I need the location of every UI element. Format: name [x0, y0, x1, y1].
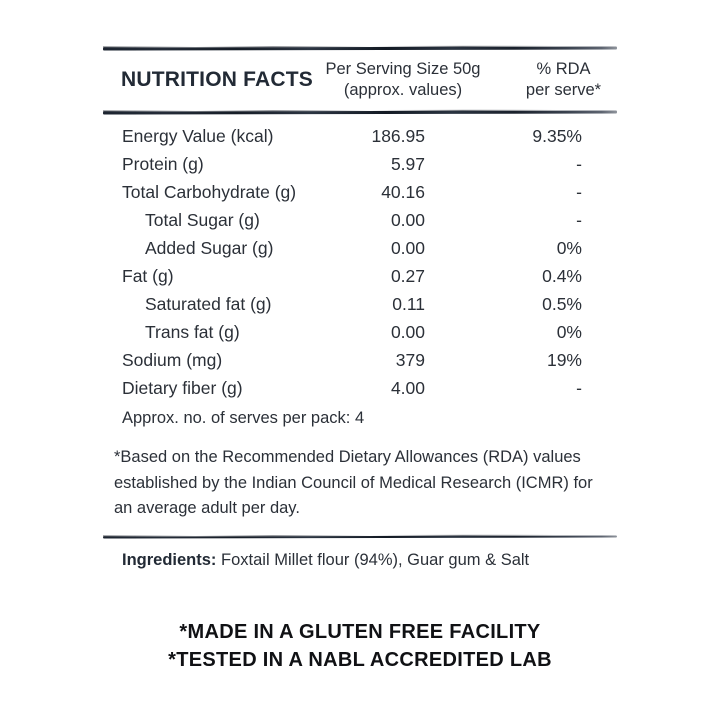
nutrient-label: Energy Value (kcal) — [122, 126, 274, 146]
nutrient-rda: 0% — [556, 238, 582, 258]
table-row: Total Carbohydrate (g) 40.16 - — [103, 178, 617, 206]
nutrient-value: 0.00 — [390, 322, 425, 342]
table-row: Saturated fat (g) 0.11 0.5% — [103, 290, 617, 318]
table-row: Added Sugar (g) 0.00 0% — [103, 234, 617, 262]
nutrient-value: 0.11 — [392, 294, 425, 314]
nutrient-rda: 0% — [556, 322, 582, 342]
nutrient-rda: - — [576, 378, 582, 398]
table-row: Energy Value (kcal) 186.95 9.35% — [103, 122, 617, 150]
nutrient-value: 0.27 — [390, 266, 425, 286]
nutrient-rda: - — [576, 210, 582, 230]
ingredients-line: Ingredients: Foxtail Millet flour (94%),… — [122, 548, 529, 572]
table-row: Trans fat (g) 0.00 0% — [103, 318, 617, 346]
page-title: NUTRITION FACTS — [121, 68, 313, 91]
rda-footnote: *Based on the Recommended Dietary Allowa… — [114, 448, 593, 517]
column-header-serving: Per Serving Size 50g (approx. values) — [303, 59, 503, 101]
nutrient-rda: 0.5% — [542, 294, 582, 314]
nutrient-label: Total Carbohydrate (g) — [122, 182, 297, 202]
nutrient-rda: - — [576, 182, 582, 202]
nutrient-label: Protein (g) — [122, 154, 204, 174]
column-header-rda-line1: % RDA — [536, 60, 591, 78]
claim-line: *TESTED IN A NABL ACCREDITED LAB — [168, 649, 552, 671]
nutrient-row-list: Energy Value (kcal) 186.95 9.35% Protein (g… — [103, 122, 617, 402]
table-row: Dietary fiber (g) 4.00 - — [103, 374, 617, 402]
nutrient-value: 379 — [395, 350, 425, 370]
divider-ingredients — [102, 535, 618, 539]
nutrient-label: Added Sugar (g) — [145, 238, 274, 258]
table-row: Total Sugar (g) 0.00 - — [103, 206, 617, 234]
nutrient-rda: - — [576, 154, 582, 174]
nutrient-label: Trans fat (g) — [145, 322, 240, 342]
nutrient-rda: 0.4% — [542, 266, 582, 286]
nutrient-label: Dietary fiber (g) — [122, 378, 243, 398]
nutrient-value: 4.00 — [390, 378, 425, 398]
serves-per-pack-note: Approx. no. of serves per pack: 4 — [122, 409, 365, 427]
column-header-serving-line1: Per Serving Size 50g — [325, 60, 481, 78]
nutrient-label: Total Sugar (g) — [145, 210, 260, 230]
nutrient-label: Fat (g) — [122, 266, 174, 286]
nutrient-value: 0.00 — [390, 210, 425, 230]
claim-line: *MADE IN A GLUTEN FREE FACILITY — [179, 621, 541, 643]
column-header-rda: % RDA per serve* — [501, 59, 626, 101]
ingredients-label: Ingredients: — [122, 551, 217, 569]
nutrient-value: 186.95 — [371, 126, 425, 146]
certification-claims: *MADE IN A GLUTEN FREE FACILITY *TESTED I… — [0, 618, 720, 674]
divider-header — [102, 110, 618, 115]
nutrient-rda: 19% — [546, 350, 582, 370]
nutrition-table-header: NUTRITION FACTS Per Serving Size 50g (ap… — [103, 56, 617, 108]
table-row: Protein (g) 5.97 - — [103, 150, 617, 178]
nutrient-value: 0.00 — [390, 238, 425, 258]
divider-top — [102, 46, 618, 51]
table-row: Sodium (mg) 379 19% — [103, 346, 617, 374]
nutrient-label: Saturated fat (g) — [145, 294, 272, 314]
column-header-rda-line2: per serve* — [525, 81, 602, 99]
nutrient-rda: 9.35% — [532, 126, 582, 146]
ingredients-text: Foxtail Millet flour (94%), Guar gum & S… — [221, 551, 530, 569]
nutrient-value: 40.16 — [381, 182, 425, 202]
table-row: Fat (g) 0.27 0.4% — [103, 262, 617, 290]
nutrient-label: Sodium (mg) — [122, 350, 223, 370]
column-header-serving-line2: (approx. values) — [343, 81, 463, 99]
nutrient-value: 5.97 — [390, 154, 425, 174]
